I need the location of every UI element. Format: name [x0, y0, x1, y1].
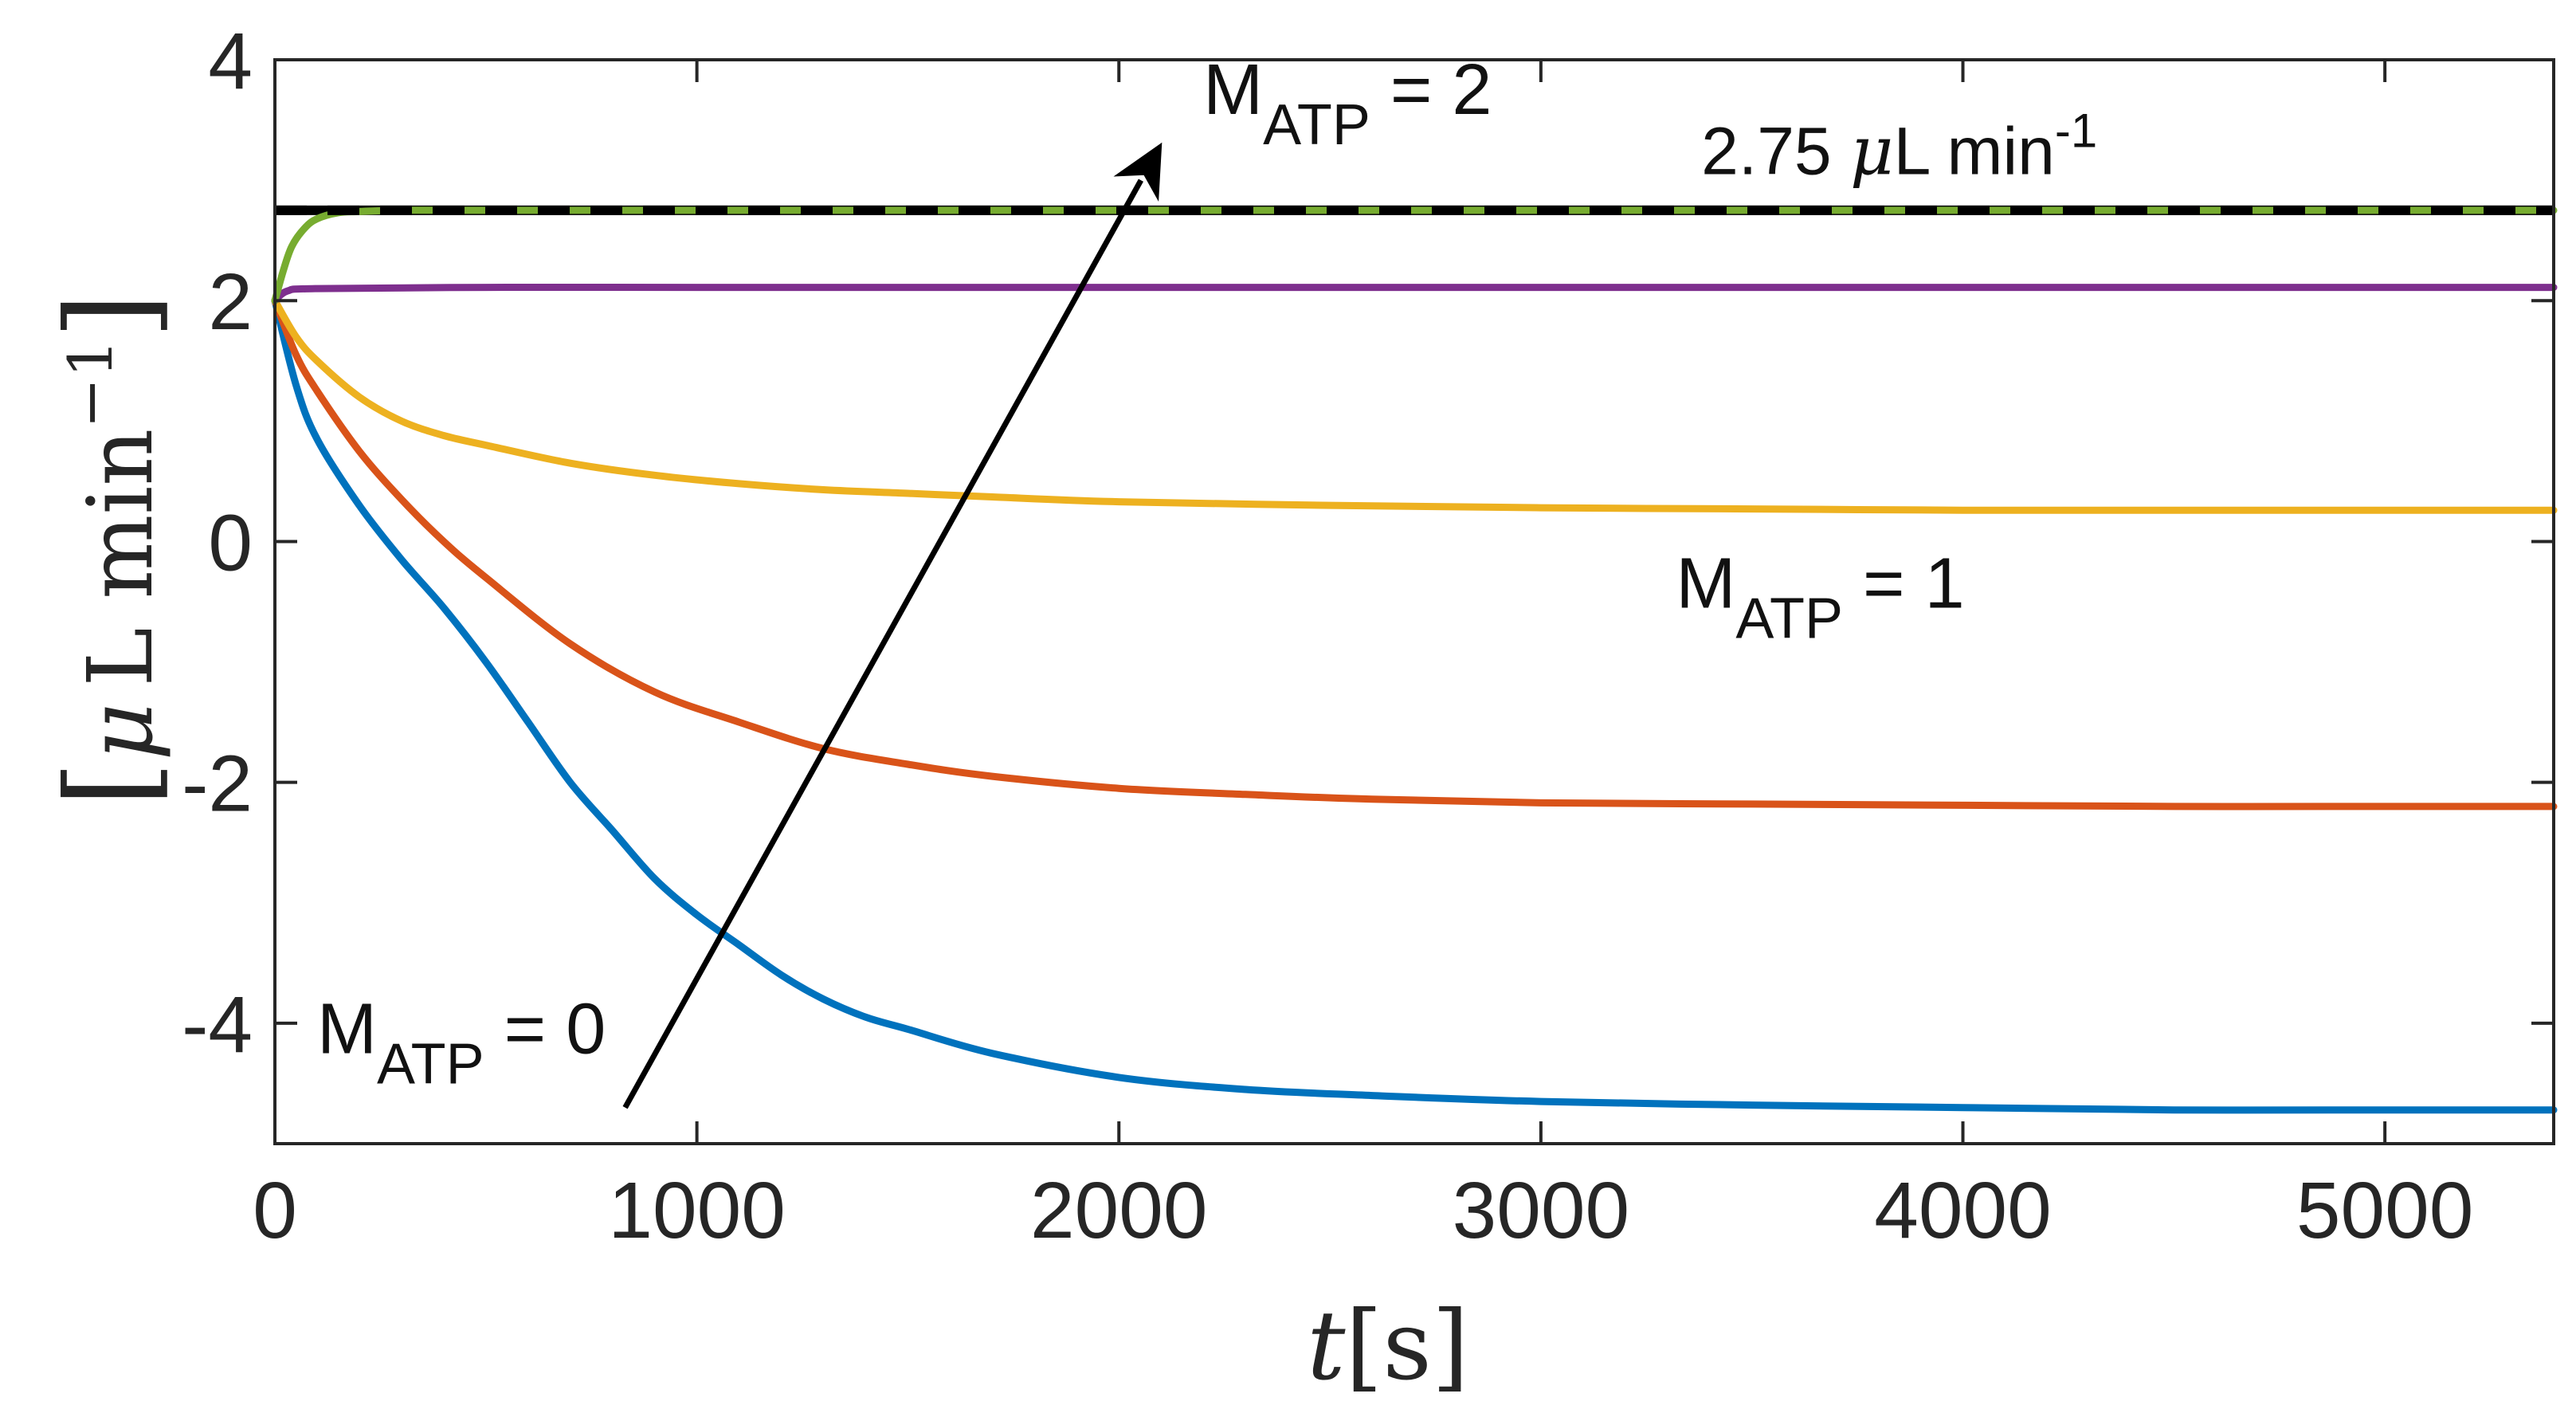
- annotation-reference-unit: L min: [1894, 114, 2055, 189]
- annotation-reference-number: 2.75: [1701, 114, 1850, 189]
- annotation-matp-0-rest: = 0: [484, 990, 606, 1070]
- axes-box: [273, 58, 2555, 1145]
- annotation-matp-2: MATP = 2: [1203, 50, 1492, 157]
- annotation-matp-1-sub: ATP: [1735, 587, 1843, 651]
- annotation-matp-0: MATP = 0: [317, 990, 606, 1097]
- annotation-matp-1-rest: = 1: [1843, 544, 1965, 624]
- x-axis-label-main: t: [1307, 1291, 1346, 1402]
- y-axis-label-exp: −1: [55, 340, 126, 429]
- y-axis-label-open: [: [41, 760, 180, 807]
- series-line-blue: [271, 296, 2558, 1114]
- curves-layer: [271, 205, 2558, 1114]
- x-tick-label: 2000: [1030, 1166, 1207, 1255]
- series-line-yellow: [271, 296, 2558, 514]
- y-tick-label: -2: [182, 740, 253, 829]
- y-tick-label: -4: [182, 980, 253, 1070]
- series-line-orange: [271, 296, 2558, 811]
- y-axis-label-close: ]: [41, 292, 180, 340]
- annotation-reference-exp: -1: [2055, 104, 2097, 158]
- y-axis-label-unit: L min: [69, 429, 173, 687]
- annotation-matp-2-rest: = 2: [1370, 50, 1492, 130]
- arrow-shaft: [622, 179, 1143, 1109]
- x-axis-label: t[s]: [1307, 1291, 1468, 1402]
- x-tick-label: 4000: [1874, 1166, 2051, 1255]
- y-axis-label-mu: μ: [69, 703, 173, 761]
- x-axis-label-unit: [s]: [1346, 1291, 1469, 1402]
- annotation-matp-0-base: M: [317, 990, 377, 1070]
- annotation-reference-mu: μ: [1850, 112, 1894, 190]
- annotation-matp-0-sub: ATP: [377, 1033, 484, 1097]
- arrow-head: [1113, 142, 1163, 202]
- annotation-matp-1: MATP = 1: [1676, 544, 1964, 651]
- ticks-layer: 0 1000 2000 3000 4000 5000 -4 -2 0 2 4: [182, 17, 2554, 1255]
- x-tick-label: 1000: [608, 1166, 785, 1255]
- annotation-matp-2-sub: ATP: [1263, 93, 1370, 157]
- x-tick-label: 3000: [1453, 1166, 1629, 1255]
- annotation-matp-2-base: M: [1203, 50, 1263, 130]
- arrow-layer: [622, 142, 1163, 1109]
- annotation-reference-value: 2.75 μL min-1: [1701, 104, 2097, 190]
- y-tick-label: 4: [208, 17, 253, 106]
- x-tick-label: 5000: [2296, 1166, 2473, 1255]
- y-axis-label: [μ L min−1]: [41, 292, 180, 807]
- series-line-purple: [271, 283, 2558, 304]
- x-tick-label: 0: [253, 1166, 297, 1255]
- y-tick-label: 0: [208, 498, 253, 587]
- y-tick-label: 2: [208, 257, 253, 347]
- annotation-matp-1-base: M: [1676, 544, 1735, 624]
